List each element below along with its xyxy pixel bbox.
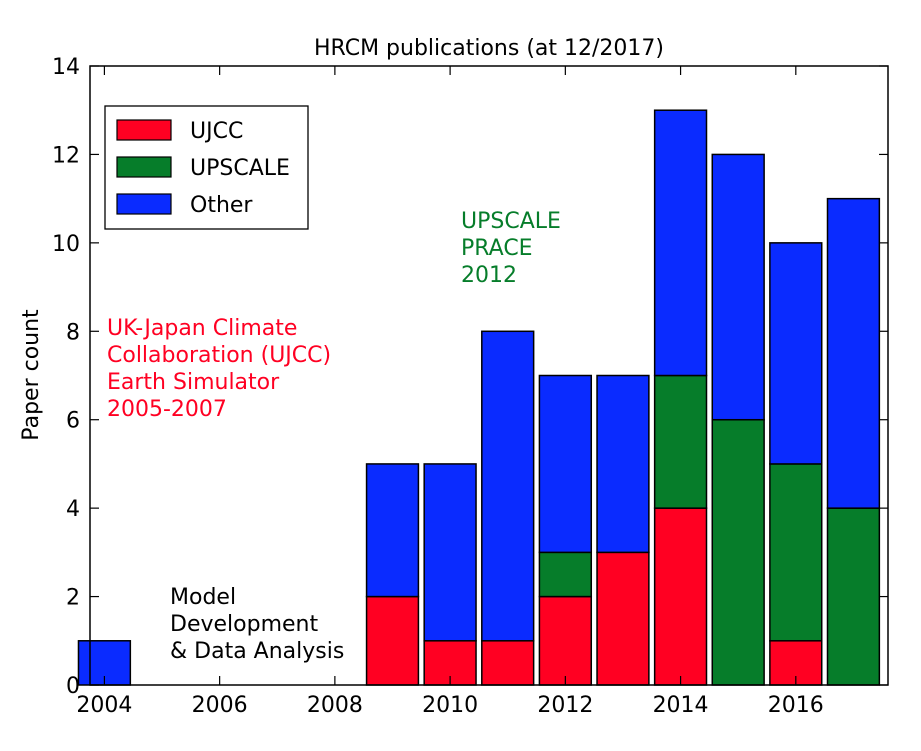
annotation-ujcc: UK-Japan Climate Collaboration (UJCC) Eart… [107, 316, 331, 422]
x-tick-label: 2014 [653, 693, 709, 718]
x-tick-label: 2004 [76, 693, 132, 718]
x-tick-label: 2006 [192, 693, 248, 718]
y-tick-label: 12 [52, 143, 80, 168]
axes: 0 2 4 6 8 10 12 14 2004 2006 2008 2010 2012 2014 2016 [52, 55, 889, 718]
annotation-line: UK-Japan Climate [107, 316, 297, 341]
bar-ujcc-2013 [596, 551, 650, 686]
legend-swatch-other [116, 193, 172, 215]
bar-upscale-2015 [711, 418, 765, 686]
bar-other-2015 [711, 153, 765, 421]
legend: UJCC UPSCALE Other [104, 105, 309, 230]
y-tick-label: 14 [52, 55, 80, 80]
annotation-upscale: UPSCALE PRACE 2012 [461, 209, 561, 288]
y-tick-label: 0 [66, 674, 80, 699]
legend-label-other: Other [190, 193, 253, 218]
x-tick-label: 2010 [422, 693, 478, 718]
y-tick-label: 4 [66, 497, 80, 522]
x-tick-label: 2012 [537, 693, 593, 718]
annotation-line: Collaboration (UJCC) [107, 343, 331, 368]
bar-other-2011 [481, 330, 535, 642]
bars [77, 109, 881, 686]
annotation-line: PRACE [461, 236, 533, 261]
bar-other-2010 [423, 463, 477, 642]
x-tick-label: 2016 [768, 693, 824, 718]
annotation-line: & Data Analysis [170, 639, 344, 664]
bar-ujcc-2009 [365, 595, 420, 686]
bar-other-2009 [365, 463, 420, 598]
legend-label-upscale: UPSCALE [190, 156, 290, 181]
annotations: UPSCALE PRACE 2012 UK-Japan Climate Collabor… [107, 209, 561, 664]
legend-label-ujcc: UJCC [190, 119, 243, 144]
legend-swatch-ujcc [116, 119, 172, 141]
y-tick-label: 10 [52, 232, 80, 257]
annotation-line: 2005-2007 [107, 397, 227, 422]
annotation-line: UPSCALE [461, 209, 561, 234]
annotation-model: Model Development & Data Analysis [170, 585, 344, 664]
y-axis-label: Paper count [19, 309, 44, 441]
annotation-line: Model [170, 585, 236, 610]
bar-other-2013 [596, 374, 650, 554]
bar-other-2016 [769, 242, 823, 465]
x-tick-label: 2008 [307, 693, 363, 718]
bar-ujcc-2011 [481, 640, 535, 686]
annotation-line: 2012 [461, 263, 517, 288]
bar-other-2017 [826, 197, 881, 509]
bar-other-2014 [653, 109, 708, 377]
bar-other-2012 [538, 374, 593, 554]
bar-upscale-2017 [826, 507, 881, 686]
bar-ujcc-2014 [653, 507, 708, 686]
bar-ujcc-2012 [538, 595, 593, 686]
bar-upscale-2014 [653, 374, 708, 509]
chart-title: HRCM publications (at 12/2017) [314, 36, 664, 61]
plot-frame [89, 65, 889, 686]
legend-swatch-upscale [116, 156, 172, 178]
annotation-line: Earth Simulator [107, 370, 280, 395]
y-tick-label: 6 [66, 409, 80, 434]
y-tick-label: 2 [66, 586, 80, 611]
y-tick-label: 8 [66, 320, 80, 345]
bar-upscale-2012 [538, 551, 593, 598]
bar-upscale-2016 [769, 463, 823, 642]
annotation-line: Development [170, 612, 318, 637]
